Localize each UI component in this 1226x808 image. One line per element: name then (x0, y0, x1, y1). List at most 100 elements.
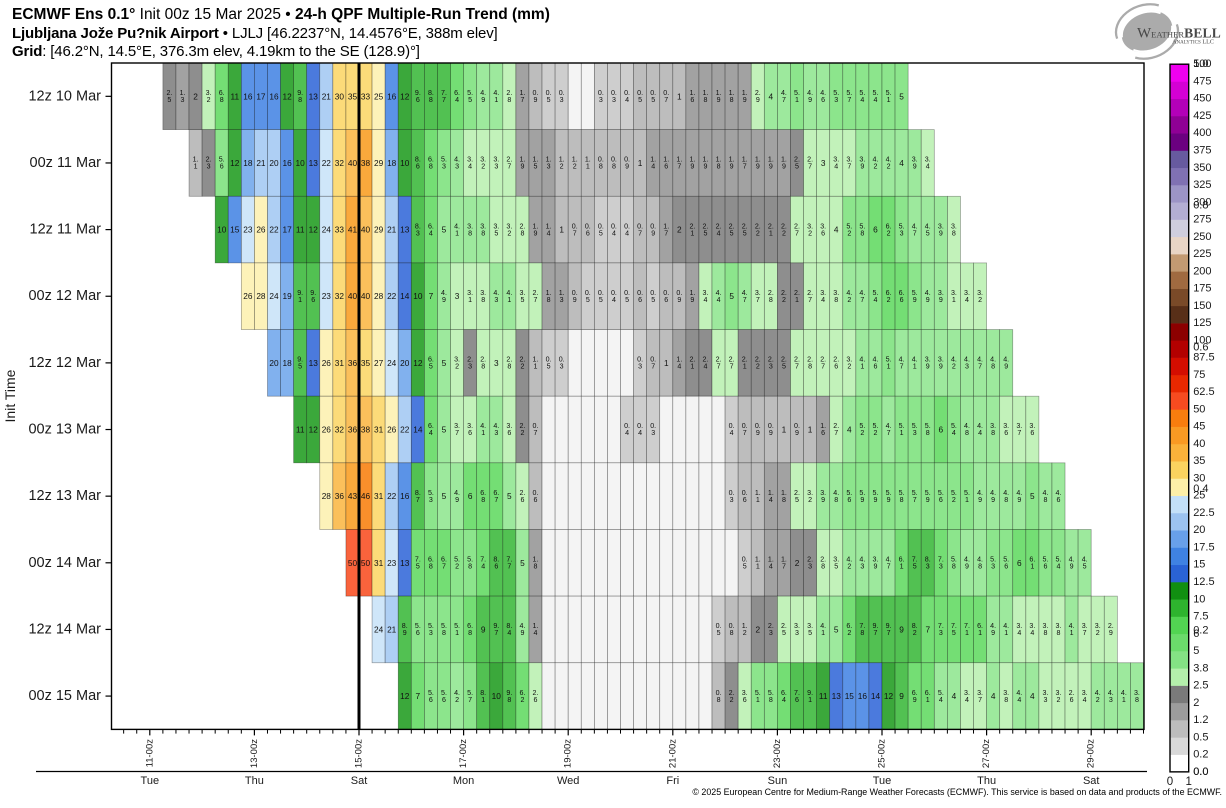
svg-text:1.: 1. (546, 156, 552, 164)
svg-text:7: 7 (743, 296, 747, 304)
svg-text:3: 3 (547, 163, 551, 171)
svg-text:10: 10 (296, 158, 306, 168)
svg-text:425: 425 (1193, 110, 1211, 122)
svg-text:5.: 5. (441, 622, 447, 630)
svg-text:7: 7 (507, 163, 511, 171)
svg-text:0.: 0. (546, 356, 552, 364)
svg-text:4: 4 (717, 296, 721, 304)
svg-text:0.: 0. (585, 289, 591, 297)
svg-text:1: 1 (1070, 629, 1074, 637)
svg-text:2.: 2. (781, 222, 787, 230)
svg-text:7: 7 (638, 229, 642, 237)
svg-text:8: 8 (834, 496, 838, 504)
svg-text:2.: 2. (689, 222, 695, 230)
svg-text:8.: 8. (925, 556, 931, 564)
svg-text:7.: 7. (938, 622, 944, 630)
svg-text:6: 6 (821, 96, 825, 104)
svg-text:9: 9 (1017, 496, 1021, 504)
svg-text:5: 5 (625, 296, 629, 304)
svg-text:7: 7 (808, 163, 812, 171)
svg-text:0.4: 0.4 (1193, 483, 1208, 495)
svg-text:2.: 2. (729, 689, 735, 697)
svg-text:9.: 9. (807, 689, 813, 697)
svg-text:3.: 3. (794, 622, 800, 630)
svg-text:5.: 5. (938, 489, 944, 497)
svg-text:6.: 6. (925, 689, 931, 697)
svg-text:4.: 4. (899, 356, 905, 364)
svg-text:00z 12 Mar: 00z 12 Mar (28, 288, 101, 304)
svg-text:5: 5 (442, 225, 447, 235)
svg-text:5: 5 (1083, 563, 1087, 571)
svg-text:8.: 8. (506, 622, 512, 630)
svg-text:5.: 5. (859, 89, 865, 97)
svg-text:9.: 9. (415, 89, 421, 97)
svg-text:3.: 3. (938, 289, 944, 297)
svg-text:2: 2 (455, 696, 459, 704)
svg-text:23: 23 (243, 225, 253, 235)
svg-text:2.: 2. (716, 222, 722, 230)
svg-text:2: 2 (1193, 697, 1199, 709)
svg-text:5: 5 (298, 363, 302, 371)
svg-text:5: 5 (782, 629, 786, 637)
svg-text:1: 1 (455, 229, 459, 237)
svg-text:1.: 1. (768, 556, 774, 564)
svg-text:0.6: 0.6 (1193, 341, 1208, 353)
svg-text:7: 7 (743, 429, 747, 437)
svg-text:14: 14 (400, 291, 410, 301)
svg-text:14: 14 (871, 691, 881, 701)
svg-text:4: 4 (717, 229, 721, 237)
svg-text:24: 24 (374, 624, 384, 634)
svg-text:3.: 3. (1042, 689, 1048, 697)
svg-text:3.: 3. (951, 222, 957, 230)
svg-text:28: 28 (322, 491, 332, 501)
svg-text:22.5: 22.5 (1193, 507, 1214, 519)
svg-text:35: 35 (361, 358, 371, 368)
svg-text:3.: 3. (467, 289, 473, 297)
svg-text:2.: 2. (533, 689, 539, 697)
svg-text:3.: 3. (938, 356, 944, 364)
svg-text:3.: 3. (480, 222, 486, 230)
svg-text:6.: 6. (1029, 556, 1035, 564)
svg-text:3.: 3. (1016, 622, 1022, 630)
svg-text:350: 350 (1193, 162, 1211, 174)
svg-text:1.: 1. (768, 489, 774, 497)
svg-text:7: 7 (873, 629, 877, 637)
svg-text:1.: 1. (755, 556, 761, 564)
svg-text:4.: 4. (807, 89, 813, 97)
svg-text:1: 1 (468, 296, 472, 304)
svg-text:6: 6 (429, 696, 433, 704)
svg-text:1: 1 (769, 229, 773, 237)
svg-text:12: 12 (282, 91, 292, 101)
svg-text:3: 3 (612, 96, 616, 104)
svg-text:50: 50 (1193, 403, 1205, 415)
svg-text:100: 100 (1193, 334, 1211, 346)
svg-text:8: 8 (534, 563, 538, 571)
svg-text:0.: 0. (572, 222, 578, 230)
svg-text:3.: 3. (703, 289, 709, 297)
svg-text:2.: 2. (807, 356, 813, 364)
svg-text:7: 7 (573, 229, 577, 237)
svg-text:8: 8 (926, 429, 930, 437)
svg-text:3: 3 (991, 563, 995, 571)
svg-text:36: 36 (348, 425, 358, 435)
svg-text:5: 5 (586, 296, 590, 304)
svg-text:6.: 6. (781, 689, 787, 697)
svg-text:1: 1 (756, 496, 760, 504)
svg-text:7: 7 (520, 96, 524, 104)
svg-text:31: 31 (374, 425, 384, 435)
svg-text:0.: 0. (650, 356, 656, 364)
svg-text:5: 5 (743, 229, 747, 237)
svg-text:325: 325 (1193, 179, 1211, 191)
svg-text:5: 5 (547, 96, 551, 104)
svg-text:4: 4 (481, 563, 485, 571)
svg-text:3.: 3. (1056, 689, 1062, 697)
svg-text:2.: 2. (807, 156, 813, 164)
svg-text:3: 3 (429, 496, 433, 504)
svg-text:0.: 0. (611, 222, 617, 230)
svg-text:29: 29 (374, 158, 384, 168)
svg-text:9.: 9. (493, 622, 499, 630)
svg-text:4: 4 (612, 296, 616, 304)
svg-text:3: 3 (560, 363, 564, 371)
svg-text:5.: 5. (859, 222, 865, 230)
svg-text:10: 10 (492, 691, 502, 701)
